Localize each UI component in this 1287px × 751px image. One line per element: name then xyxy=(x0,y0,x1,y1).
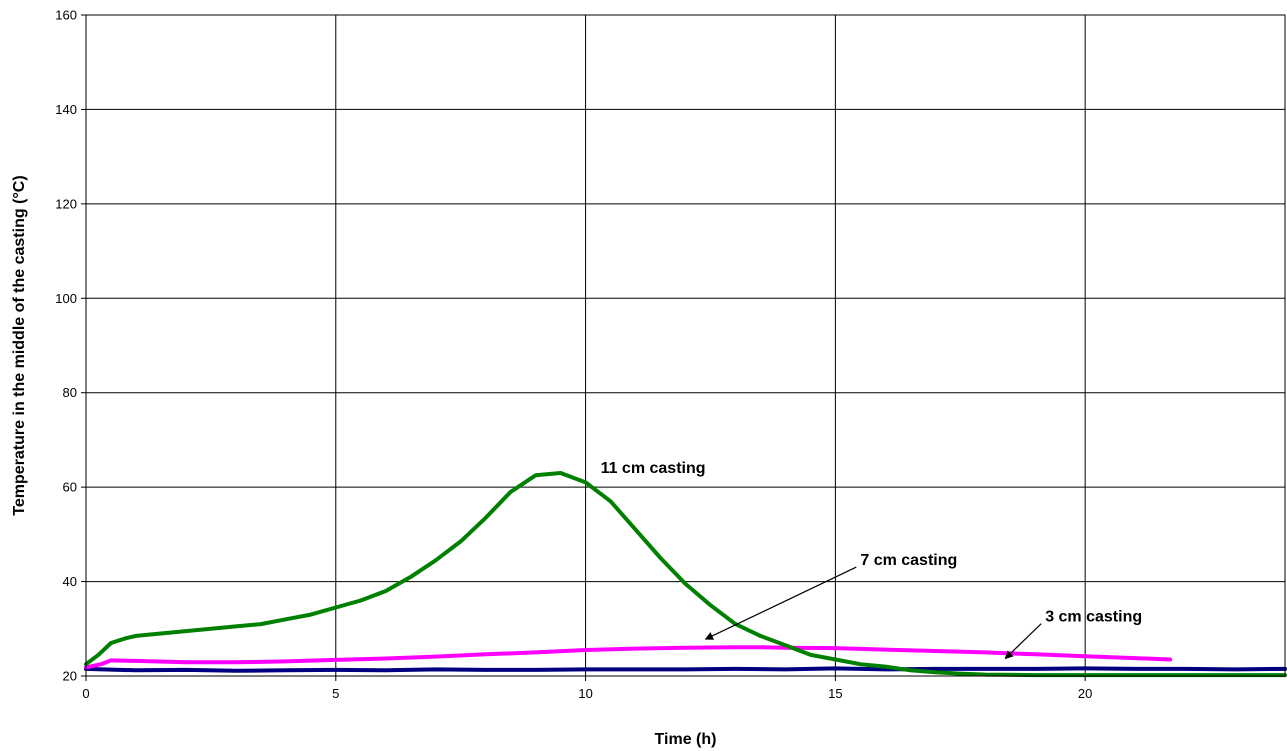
y-tick-label: 140 xyxy=(55,102,77,117)
series-line-7-cm-casting xyxy=(84,645,1173,670)
y-tick-label: 120 xyxy=(55,196,77,211)
x-tick-label: 0 xyxy=(82,686,89,701)
annotation-3-cm-casting: 3 cm casting xyxy=(1045,609,1142,626)
x-tick-label: 10 xyxy=(578,686,592,701)
annotation-11-cm-casting: 11 cm casting xyxy=(601,460,706,477)
annotations: 11 cm casting 7 cm casting 3 cm casting xyxy=(601,460,1142,660)
x-tick-label: 5 xyxy=(332,686,339,701)
x-axis-title: Time (h) xyxy=(655,731,717,748)
y-axis-title: Temperature in the middle of the casting… xyxy=(11,175,28,515)
axes: 20 40 60 80 100 120 140 160 0 5 10 15 20 xyxy=(55,8,1286,701)
annotation-7-cm-casting: 7 cm casting xyxy=(860,552,957,569)
plot-frame xyxy=(85,14,1286,677)
y-tick-label: 80 xyxy=(63,385,77,400)
y-tick-label: 160 xyxy=(55,8,77,23)
y-tick-label: 20 xyxy=(63,669,77,684)
annotation-arrow-3-cm-casting xyxy=(1004,623,1042,660)
x-tick-label: 15 xyxy=(828,686,842,701)
grid xyxy=(85,14,1285,677)
series-lines xyxy=(84,471,1287,678)
x-tick-label: 20 xyxy=(1078,686,1092,701)
y-tick-label: 60 xyxy=(63,480,77,495)
y-tick-label: 40 xyxy=(63,574,77,589)
y-tick-label: 100 xyxy=(55,291,77,306)
series-line-3-cm-casting xyxy=(84,666,1287,673)
series-line-11-cm-casting xyxy=(84,471,1287,678)
annotation-arrow-7-cm-casting xyxy=(704,566,857,640)
